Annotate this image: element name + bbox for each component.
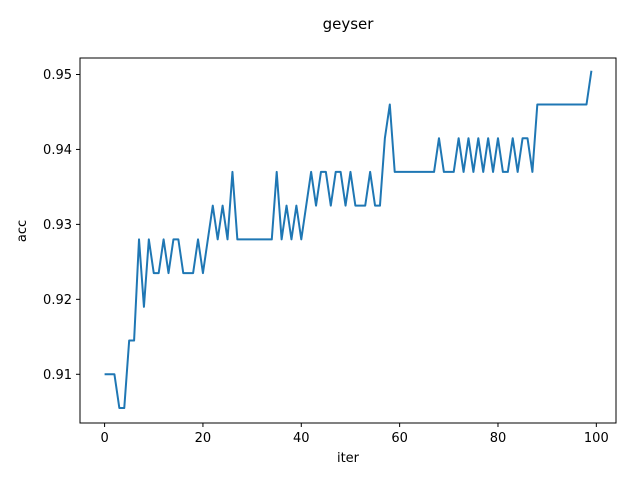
y-axis-label: acc [15,220,30,242]
x-tick-label: 20 [195,431,212,446]
x-tick-label: 60 [391,431,408,446]
x-tick-label: 0 [100,431,108,446]
y-tick-label: 0.93 [43,218,72,233]
plot-frame [79,57,617,424]
x-tick-label: 40 [293,431,310,446]
y-tick-label: 0.94 [43,143,72,158]
x-axis: 0 20 40 60 80 100 [100,423,609,446]
y-tick-label: 0.91 [43,368,72,383]
plot-area [104,70,593,410]
y-axis: 0.91 0.92 0.93 0.94 0.95 [43,68,80,383]
chart-title: geyser [323,15,375,33]
x-tick-label: 100 [584,431,609,446]
series-line-0 [104,70,593,410]
y-tick-label: 0.92 [43,293,72,308]
y-tick-label: 0.95 [43,68,72,83]
x-axis-label: iter [337,451,360,466]
x-tick-label: 80 [490,431,507,446]
